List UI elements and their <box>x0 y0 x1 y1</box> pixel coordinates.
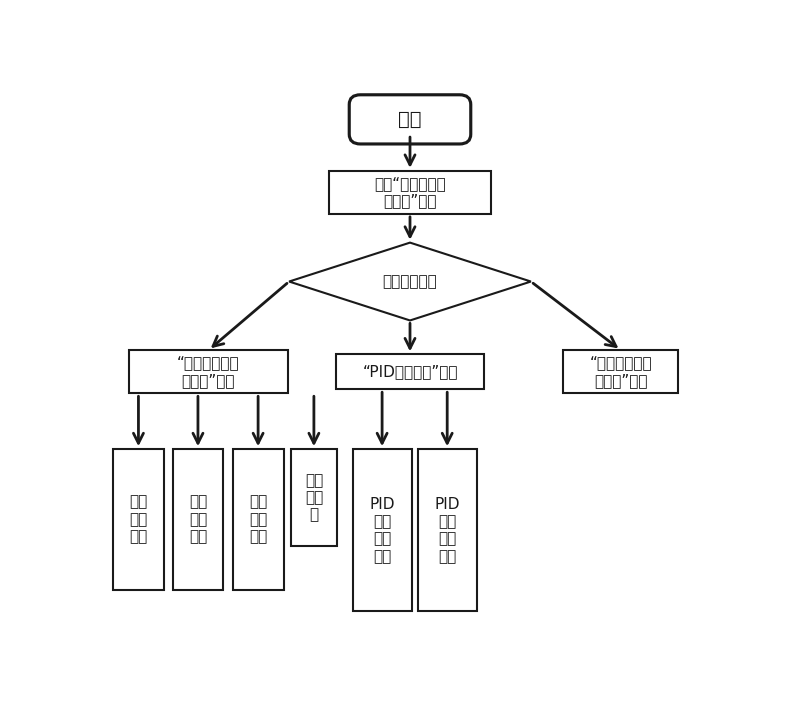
Bar <box>130 350 287 393</box>
Polygon shape <box>289 243 531 320</box>
Text: 启动“组态实时监
控系统”模块: 启动“组态实时监 控系统”模块 <box>374 176 446 208</box>
Text: “电液伺服阀静
态特性”模块: “电液伺服阀静 态特性”模块 <box>177 356 240 388</box>
Bar <box>233 449 283 590</box>
Bar <box>291 449 337 546</box>
Text: 压力
增益
特性: 压力 增益 特性 <box>130 494 147 544</box>
Bar <box>353 449 411 611</box>
Text: 开始: 开始 <box>398 110 422 129</box>
FancyBboxPatch shape <box>350 95 470 144</box>
Bar <box>330 171 490 214</box>
Bar <box>336 355 485 390</box>
Bar <box>173 449 223 590</box>
Text: 压力
流量
特性: 压力 流量 特性 <box>249 494 267 544</box>
Text: PID
压力
闭环
控制: PID 压力 闭环 控制 <box>434 496 460 564</box>
Text: 内泄
漏特
性: 内泄 漏特 性 <box>305 473 323 523</box>
Text: 选择实验项目: 选择实验项目 <box>382 274 438 289</box>
Text: 空载
流量
特性: 空载 流量 特性 <box>189 494 207 544</box>
Bar <box>113 449 164 590</box>
Text: “电液伺服阀动
态特性”模块: “电液伺服阀动 态特性”模块 <box>590 356 652 388</box>
Text: PID
位置
闭环
控制: PID 位置 闭环 控制 <box>370 496 395 564</box>
Text: “PID闭环控制”模块: “PID闭环控制”模块 <box>362 364 458 379</box>
Bar <box>563 350 678 393</box>
Bar <box>418 449 477 611</box>
